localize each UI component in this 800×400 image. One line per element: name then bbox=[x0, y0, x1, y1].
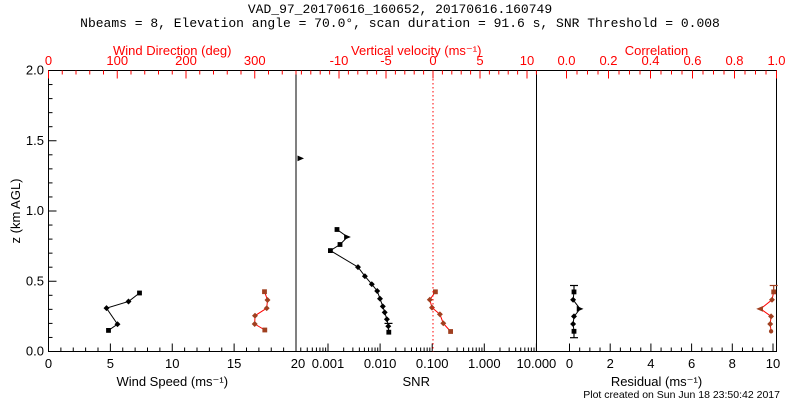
svg-text:0.8: 0.8 bbox=[725, 53, 743, 68]
svg-text:0.010: 0.010 bbox=[364, 356, 397, 371]
svg-text:1.0: 1.0 bbox=[767, 53, 785, 68]
svg-text:1.0: 1.0 bbox=[26, 203, 44, 218]
svg-text:SNR: SNR bbox=[403, 374, 430, 389]
svg-text:Residual (ms⁻¹): Residual (ms⁻¹) bbox=[611, 374, 702, 389]
svg-text:5: 5 bbox=[107, 356, 114, 371]
svg-text:0: 0 bbox=[566, 356, 573, 371]
svg-text:0.0: 0.0 bbox=[26, 344, 44, 359]
svg-text:0: 0 bbox=[45, 356, 52, 371]
svg-text:Wind Direction (deg): Wind Direction (deg) bbox=[113, 43, 232, 58]
svg-text:4: 4 bbox=[647, 356, 654, 371]
svg-text:10: 10 bbox=[766, 356, 780, 371]
svg-text:1.000: 1.000 bbox=[468, 356, 501, 371]
svg-text:10: 10 bbox=[520, 53, 534, 68]
svg-text:2: 2 bbox=[607, 356, 614, 371]
svg-text:Correlation: Correlation bbox=[625, 43, 689, 58]
svg-text:z (km AGL): z (km AGL) bbox=[8, 178, 23, 243]
svg-text:-10: -10 bbox=[330, 53, 349, 68]
svg-text:10.000: 10.000 bbox=[517, 356, 557, 371]
svg-text:2.0: 2.0 bbox=[26, 63, 44, 78]
svg-text:8: 8 bbox=[729, 356, 736, 371]
svg-text:6: 6 bbox=[688, 356, 695, 371]
svg-text:0.5: 0.5 bbox=[26, 273, 44, 288]
svg-text:15: 15 bbox=[227, 356, 241, 371]
svg-text:0.100: 0.100 bbox=[416, 356, 449, 371]
svg-text:Wind Speed (ms⁻¹): Wind Speed (ms⁻¹) bbox=[116, 374, 228, 389]
svg-text:0: 0 bbox=[45, 53, 52, 68]
svg-text:Vertical velocity (ms⁻¹): Vertical velocity (ms⁻¹) bbox=[351, 43, 481, 58]
svg-text:Plot created on Sun Jun 18 23:: Plot created on Sun Jun 18 23:50:42 2017 bbox=[583, 389, 780, 400]
svg-text:0.2: 0.2 bbox=[599, 53, 617, 68]
svg-text:10: 10 bbox=[165, 356, 179, 371]
svg-text:0.0: 0.0 bbox=[557, 53, 575, 68]
svg-text:1.5: 1.5 bbox=[26, 133, 44, 148]
svg-text:20: 20 bbox=[291, 356, 305, 371]
svg-text:0.001: 0.001 bbox=[312, 356, 345, 371]
svg-text:300: 300 bbox=[244, 53, 266, 68]
